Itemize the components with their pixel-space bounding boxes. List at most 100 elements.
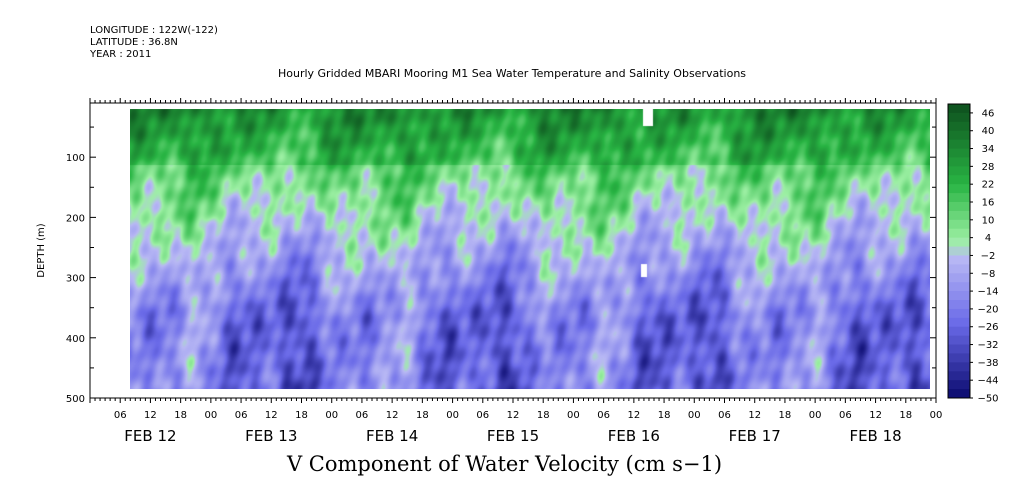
colorbar-label: −14 — [977, 287, 998, 298]
colorbar-swatch — [948, 202, 970, 212]
x-hour-label: 00 — [325, 410, 338, 421]
colorbar-swatch — [948, 317, 970, 328]
colorbar-swatch — [948, 166, 970, 176]
colorbar-swatch — [948, 157, 970, 167]
longitude-label: LONGITUDE : 122W(-122) — [90, 25, 218, 36]
x-hour-label: 06 — [476, 410, 489, 421]
x-hour-label: 12 — [386, 410, 399, 421]
colorbar-label: −32 — [977, 340, 998, 351]
colorbar-label: −2 — [981, 251, 996, 262]
colorbar-swatch — [948, 291, 970, 301]
x-day-label: FEB 14 — [366, 427, 418, 445]
x-day-label: FEB 18 — [849, 427, 901, 445]
x-hour-label: 18 — [174, 410, 187, 421]
colorbar-swatch — [948, 112, 970, 123]
x-hour-label: 00 — [446, 410, 459, 421]
colorbar-label: 34 — [982, 144, 995, 155]
x-hour-label: 06 — [356, 410, 369, 421]
x-hour-label: 18 — [899, 410, 912, 421]
colorbar-label: 22 — [982, 180, 995, 191]
colorbar-swatch — [948, 264, 970, 274]
colorbar-swatch — [948, 219, 970, 230]
colorbar-swatch — [948, 362, 970, 372]
colorbar-swatch — [948, 139, 970, 150]
colorbar-swatch — [948, 237, 970, 248]
x-hour-label: 06 — [235, 410, 248, 421]
heatmap-plot — [130, 109, 930, 390]
colorbar-swatch — [948, 175, 970, 185]
y-tick-label: 200 — [66, 213, 85, 224]
colorbar-label: 46 — [982, 108, 995, 119]
colorbar-swatch — [948, 193, 970, 203]
x-hour-label: 00 — [809, 410, 822, 421]
x-hour-label: 06 — [597, 410, 610, 421]
colorbar-swatch — [948, 121, 970, 132]
colorbar-swatch — [948, 148, 970, 158]
x-hour-label: 06 — [718, 410, 731, 421]
x-hour-label: 00 — [204, 410, 217, 421]
y-tick-label: 500 — [66, 394, 85, 405]
colorbar-swatch — [948, 353, 970, 363]
colorbar-swatch — [948, 228, 970, 239]
year-label: YEAR : 2011 — [90, 49, 152, 60]
latitude-label: LATITUDE : 36.8N — [90, 37, 178, 48]
colorbar-swatch — [948, 273, 970, 283]
colorbar-swatch — [948, 210, 970, 221]
x-hour-label: 12 — [507, 410, 520, 421]
x-axis-label: V Component of Water Velocity (cm s−1) — [286, 452, 723, 476]
colorbar-label: −38 — [977, 358, 998, 369]
colorbar-label: 4 — [985, 233, 991, 244]
colorbar-label: −44 — [977, 376, 998, 387]
x-hour-label: 00 — [930, 410, 943, 421]
colorbar-label: −26 — [977, 322, 998, 333]
x-hour-label: 06 — [839, 410, 852, 421]
colorbar-swatch — [948, 335, 970, 346]
colorbar-swatch — [948, 255, 970, 265]
x-hour-label: 12 — [869, 410, 882, 421]
x-day-label: FEB 16 — [608, 427, 660, 445]
colorbar: 46 40 34 28 22 16 10 4 −2 −8 −14 −20 −26 −32 −38 −44 −50 — [947, 103, 999, 405]
axes: 06 12 18 00 06 12 18 00 06 12 18 00 06 12 18 00 06 12 18 00… — [36, 98, 942, 445]
colorbar-swatch — [948, 246, 970, 256]
colorbar-swatch — [948, 371, 970, 381]
x-day-label: FEB 15 — [487, 427, 539, 445]
y-tick-label: 300 — [66, 274, 85, 285]
colorbar-swatch — [948, 308, 970, 319]
x-hour-label: 00 — [688, 410, 701, 421]
colorbar-label: 40 — [982, 126, 995, 137]
x-hour-label: 00 — [567, 410, 580, 421]
x-hour-label: 12 — [144, 410, 157, 421]
x-hour-label: 18 — [416, 410, 429, 421]
x-hour-label: 06 — [114, 410, 127, 421]
x-hour-label: 18 — [658, 410, 671, 421]
colorbar-label: −50 — [977, 394, 998, 405]
colorbar-swatch — [948, 326, 970, 337]
colorbar-label: −20 — [977, 304, 998, 315]
heatmap-field — [130, 109, 930, 390]
x-hour-label: 18 — [295, 410, 308, 421]
colorbar-swatch — [948, 282, 970, 292]
colorbar-label: 28 — [982, 162, 995, 173]
colorbar-swatch — [948, 300, 970, 310]
x-day-label: FEB 13 — [245, 427, 297, 445]
colorbar-swatch — [948, 130, 970, 141]
chart-title: Hourly Gridded MBARI Mooring M1 Sea Wate… — [277, 67, 747, 80]
colorbar-swatch — [948, 104, 970, 114]
x-hour-label: 12 — [265, 410, 278, 421]
colorbar-swatch — [948, 344, 970, 354]
x-hour-label: 12 — [748, 410, 761, 421]
colorbar-swatch — [948, 184, 970, 194]
y-tick-label: 400 — [66, 334, 85, 345]
colorbar-frame — [947, 103, 971, 399]
colorbar-label: −8 — [981, 269, 996, 280]
colorbar-swatch — [948, 389, 970, 399]
y-tick-label: 100 — [66, 153, 85, 164]
x-hour-label: 18 — [537, 410, 550, 421]
colorbar-label: 10 — [982, 215, 995, 226]
x-hour-label: 18 — [779, 410, 792, 421]
y-axis-label: DEPTH (m) — [36, 223, 47, 277]
colorbar-label: 16 — [982, 198, 995, 209]
x-hour-label: 12 — [627, 410, 640, 421]
colorbar-swatch — [948, 380, 970, 390]
